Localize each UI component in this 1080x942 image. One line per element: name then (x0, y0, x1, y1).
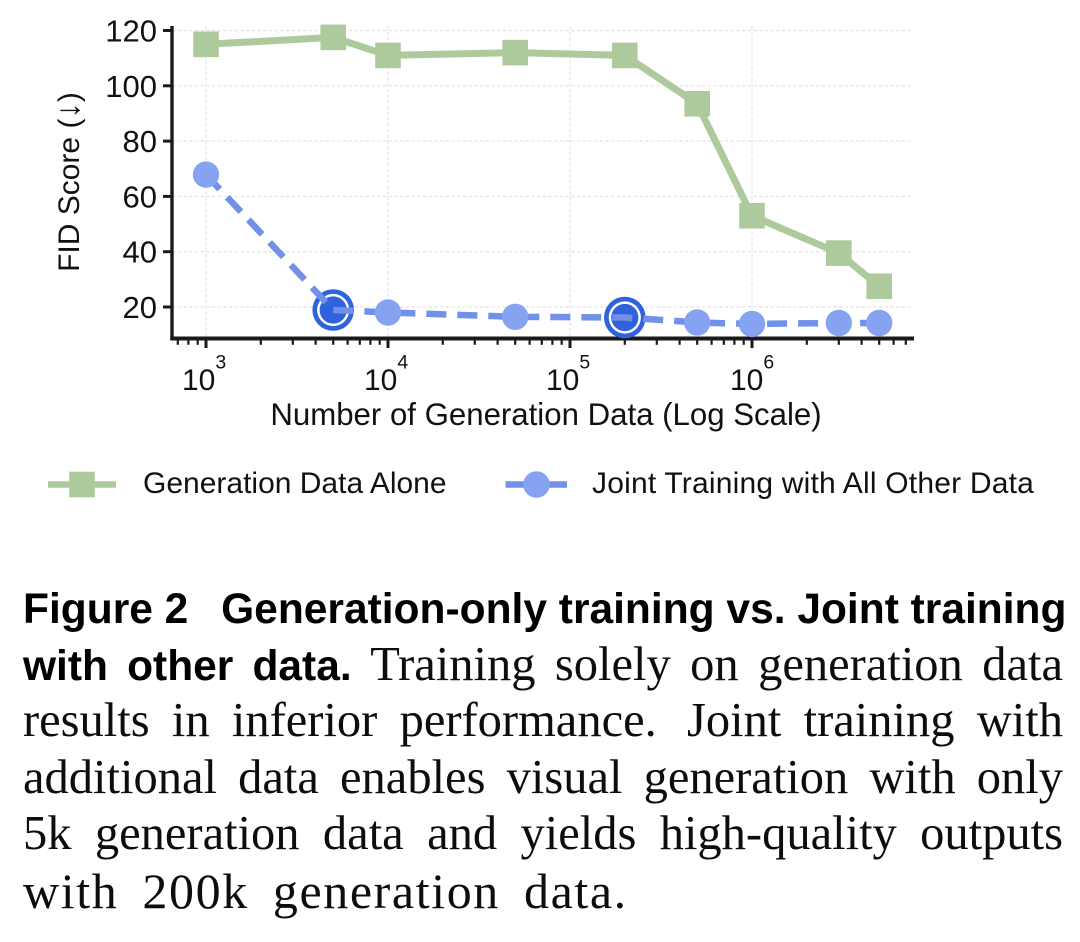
svg-text:FID Score (↓): FID Score (↓) (49, 92, 86, 272)
svg-text:60: 60 (123, 179, 157, 214)
svg-text:Generation Data Alone: Generation Data Alone (143, 467, 447, 500)
svg-text:104: 104 (364, 352, 408, 398)
svg-text:20: 20 (123, 290, 157, 325)
svg-text:103: 103 (182, 352, 226, 398)
svg-text:Joint Training with All Other: Joint Training with All Other Data (592, 467, 1034, 500)
svg-text:106: 106 (730, 352, 774, 398)
svg-text:40: 40 (123, 235, 157, 270)
svg-text:120: 120 (105, 14, 157, 49)
svg-text:80: 80 (123, 124, 157, 159)
svg-text:100: 100 (105, 69, 157, 104)
svg-text:Number of Generation Data (Log: Number of Generation Data (Log Scale) (270, 397, 821, 432)
svg-text:105: 105 (546, 352, 590, 398)
